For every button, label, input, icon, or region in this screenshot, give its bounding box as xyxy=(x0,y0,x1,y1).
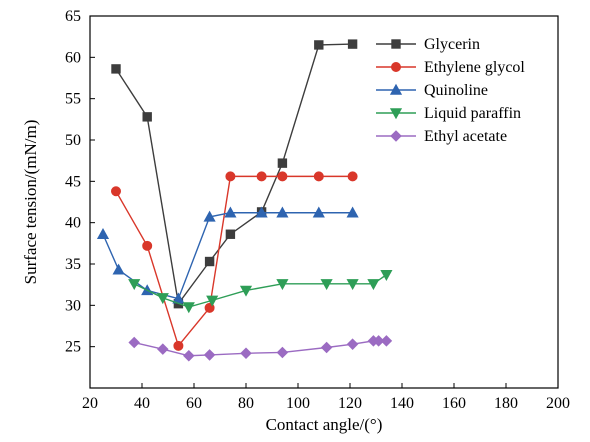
legend-item-ethylene-glycol: Ethylene glycol xyxy=(376,59,525,76)
legend-marker xyxy=(390,62,401,73)
data-point-liquid-paraffin xyxy=(182,302,195,314)
y-tick-label: 65 xyxy=(65,8,81,25)
data-point-ethyl-acetate xyxy=(276,346,289,359)
legend-item-quinoline: Quinoline xyxy=(376,82,488,99)
y-tick-label: 45 xyxy=(65,173,81,190)
data-point-liquid-paraffin xyxy=(367,279,380,291)
data-point-quinoline xyxy=(255,206,268,218)
data-point-ethyl-acetate xyxy=(203,349,216,361)
plot-area-border xyxy=(89,15,559,389)
data-point-ethyl-acetate xyxy=(240,347,252,360)
data-point-ethyl-acetate xyxy=(183,349,195,362)
data-point-ethyl-acetate xyxy=(128,336,140,349)
data-point-liquid-paraffin xyxy=(380,270,393,281)
data-point-quinoline xyxy=(112,263,125,275)
data-point-liquid-paraffin xyxy=(239,285,253,297)
data-point-quinoline xyxy=(224,206,237,218)
data-point-ethyl-acetate xyxy=(380,335,393,347)
data-point-ethylene-glycol xyxy=(256,171,267,182)
data-point-glycerin xyxy=(111,64,121,74)
data-point-ethylene-glycol xyxy=(313,171,324,182)
y-tick-label: 55 xyxy=(65,91,81,108)
data-point-liquid-paraffin xyxy=(346,279,359,291)
series-liquid-paraffin xyxy=(128,270,393,314)
data-point-ethylene-glycol xyxy=(111,186,122,197)
y-tick-label: 25 xyxy=(65,339,81,356)
data-point-liquid-paraffin xyxy=(276,279,289,291)
series-layer xyxy=(96,39,393,362)
data-point-quinoline xyxy=(312,206,325,218)
series-line-ethylene-glycol xyxy=(115,175,353,348)
series-line-liquid-paraffin xyxy=(133,274,387,308)
data-point-ethylene-glycol xyxy=(347,171,358,182)
legend-label: Glycerin xyxy=(424,36,480,53)
data-point-ethylene-glycol xyxy=(142,240,153,251)
data-point-glycerin xyxy=(204,256,215,267)
y-tick-label: 35 xyxy=(65,256,81,273)
x-tick-label: 160 xyxy=(442,395,466,412)
x-tick-label: 100 xyxy=(286,395,310,412)
legend-item-liquid-paraffin: Liquid paraffin xyxy=(376,105,521,122)
x-tick-label: 80 xyxy=(238,395,254,412)
axis-titles: Contact angle/(°) Surface tension/(mN/m) xyxy=(21,120,382,434)
data-point-liquid-paraffin xyxy=(156,293,169,305)
data-point-liquid-paraffin xyxy=(320,279,333,291)
data-point-quinoline xyxy=(346,206,359,218)
x-tick-label: 120 xyxy=(338,395,362,412)
series-quinoline xyxy=(96,206,359,304)
data-point-ethylene-glycol xyxy=(225,171,236,182)
y-tick-label: 50 xyxy=(65,132,81,149)
y-tick-label: 60 xyxy=(65,49,81,66)
data-point-ethylene-glycol xyxy=(173,340,184,351)
data-point-glycerin xyxy=(277,158,288,168)
data-point-glycerin xyxy=(225,229,236,239)
data-point-glycerin xyxy=(347,39,358,49)
legend-marker xyxy=(389,108,403,120)
legend-label: Ethylene glycol xyxy=(424,59,525,76)
x-tick-label: 20 xyxy=(82,395,98,412)
y-tick-label: 40 xyxy=(65,215,81,232)
data-point-liquid-paraffin xyxy=(128,279,141,291)
series-line-quinoline xyxy=(102,212,353,300)
data-point-glycerin xyxy=(314,40,324,50)
legend-item-glycerin: Glycerin xyxy=(376,36,480,53)
x-tick-label: 40 xyxy=(134,395,150,412)
legend-marker xyxy=(391,39,401,49)
legend-label: Ethyl acetate xyxy=(424,128,507,145)
data-point-quinoline xyxy=(276,206,289,218)
data-point-glycerin xyxy=(142,112,152,122)
x-tick-label: 180 xyxy=(494,395,518,412)
legend-label: Liquid paraffin xyxy=(424,105,521,122)
data-point-quinoline xyxy=(96,228,110,239)
legend-item-ethyl-acetate: Ethyl acetate xyxy=(376,128,507,145)
y-axis-title: Surface tension/(mN/m) xyxy=(21,120,40,285)
plot-frame xyxy=(89,15,559,389)
series-ethyl-acetate xyxy=(128,335,393,362)
data-point-ethyl-acetate xyxy=(320,341,333,354)
data-point-ethyl-acetate xyxy=(157,343,169,355)
legend-marker xyxy=(389,83,403,95)
data-point-quinoline xyxy=(203,210,216,222)
data-point-ethylene-glycol xyxy=(277,171,288,182)
x-tick-label: 140 xyxy=(390,395,414,412)
x-tick-label: 60 xyxy=(186,395,202,412)
legend: Glycerin Ethylene glycol Quinoline Liquid p… xyxy=(376,36,525,145)
legend-label: Quinoline xyxy=(424,82,488,99)
data-point-ethyl-acetate xyxy=(346,338,359,350)
series-ethylene-glycol xyxy=(111,171,358,351)
x-axis-title: Contact angle/(°) xyxy=(266,415,383,434)
legend-marker xyxy=(390,130,402,142)
ticks-layer: 20 40 60 80 100 120 140 160 180 200 25 30 35 40 45 50 55… xyxy=(65,8,570,412)
x-tick-label: 200 xyxy=(546,395,570,412)
data-point-liquid-paraffin xyxy=(206,295,219,307)
data-point-ethyl-acetate xyxy=(372,335,385,347)
y-tick-label: 30 xyxy=(65,297,81,314)
